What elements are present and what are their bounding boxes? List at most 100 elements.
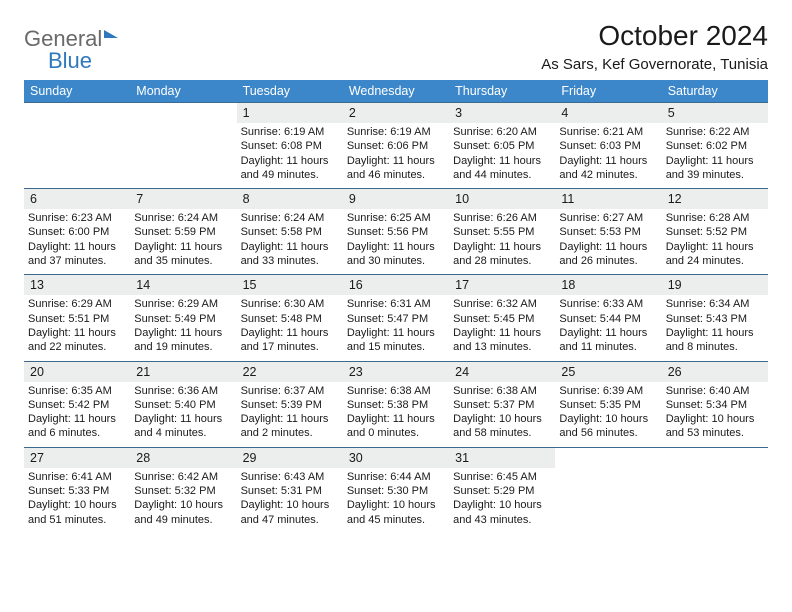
sunrise-line: Sunrise: 6:31 AM [347,297,445,311]
sunset-line: Sunset: 5:59 PM [134,225,232,239]
sunset-line: Sunset: 5:52 PM [666,225,764,239]
sunset-line: Sunset: 5:47 PM [347,312,445,326]
sunrise-line: Sunrise: 6:33 AM [559,297,657,311]
sunset-line: Sunset: 5:29 PM [453,484,551,498]
daylight-line: Daylight: 11 hours and 42 minutes. [559,154,657,183]
sunrise-line: Sunrise: 6:27 AM [559,211,657,225]
day-body-cell: Sunrise: 6:24 AMSunset: 5:58 PMDaylight:… [237,209,343,275]
daylight-line: Daylight: 11 hours and 35 minutes. [134,240,232,269]
day-body-cell: Sunrise: 6:37 AMSunset: 5:39 PMDaylight:… [237,382,343,448]
sunrise-line: Sunrise: 6:35 AM [28,384,126,398]
sunset-line: Sunset: 5:51 PM [28,312,126,326]
location-subtitle: As Sars, Kef Governorate, Tunisia [541,56,768,73]
day-number-cell: 4 [555,103,661,124]
sunrise-line: Sunrise: 6:44 AM [347,470,445,484]
day-body-cell: Sunrise: 6:45 AMSunset: 5:29 PMDaylight:… [449,468,555,533]
sunset-line: Sunset: 5:43 PM [666,312,764,326]
day-number-cell: 8 [237,189,343,210]
day-body-cell: Sunrise: 6:29 AMSunset: 5:51 PMDaylight:… [24,295,130,361]
day-number-cell: 12 [662,189,768,210]
daylight-line: Daylight: 11 hours and 39 minutes. [666,154,764,183]
day-number-cell: 23 [343,361,449,382]
title-block: October 2024 As Sars, Kef Governorate, T… [541,20,768,73]
sunrise-line: Sunrise: 6:42 AM [134,470,232,484]
sunset-line: Sunset: 5:40 PM [134,398,232,412]
day-body-cell: Sunrise: 6:19 AMSunset: 6:08 PMDaylight:… [237,123,343,189]
sunrise-line: Sunrise: 6:19 AM [241,125,339,139]
day-number-cell: 28 [130,447,236,468]
day-body-cell [24,123,130,189]
daybody-row: Sunrise: 6:29 AMSunset: 5:51 PMDaylight:… [24,295,768,361]
sunset-line: Sunset: 6:02 PM [666,139,764,153]
day-body-cell: Sunrise: 6:39 AMSunset: 5:35 PMDaylight:… [555,382,661,448]
day-number-cell: 30 [343,447,449,468]
sunset-line: Sunset: 5:32 PM [134,484,232,498]
day-body-cell: Sunrise: 6:19 AMSunset: 6:06 PMDaylight:… [343,123,449,189]
daylight-line: Daylight: 10 hours and 51 minutes. [28,498,126,527]
daylight-line: Daylight: 11 hours and 30 minutes. [347,240,445,269]
daynum-row: 2728293031 [24,447,768,468]
day-body-cell: Sunrise: 6:25 AMSunset: 5:56 PMDaylight:… [343,209,449,275]
daylight-line: Daylight: 10 hours and 45 minutes. [347,498,445,527]
daynum-row: 20212223242526 [24,361,768,382]
day-number-cell: 31 [449,447,555,468]
daylight-line: Daylight: 11 hours and 6 minutes. [28,412,126,441]
daylight-line: Daylight: 11 hours and 44 minutes. [453,154,551,183]
day-body-cell: Sunrise: 6:38 AMSunset: 5:37 PMDaylight:… [449,382,555,448]
daylight-line: Daylight: 11 hours and 26 minutes. [559,240,657,269]
sunrise-line: Sunrise: 6:29 AM [28,297,126,311]
sunset-line: Sunset: 5:42 PM [28,398,126,412]
day-number-cell: 10 [449,189,555,210]
day-body-cell: Sunrise: 6:35 AMSunset: 5:42 PMDaylight:… [24,382,130,448]
sunset-line: Sunset: 5:45 PM [453,312,551,326]
daylight-line: Daylight: 11 hours and 2 minutes. [241,412,339,441]
day-number-cell: 2 [343,103,449,124]
day-body-cell: Sunrise: 6:29 AMSunset: 5:49 PMDaylight:… [130,295,236,361]
sunrise-line: Sunrise: 6:26 AM [453,211,551,225]
day-number-cell: 11 [555,189,661,210]
day-number-cell: 27 [24,447,130,468]
day-body-cell: Sunrise: 6:44 AMSunset: 5:30 PMDaylight:… [343,468,449,533]
daylight-line: Daylight: 11 hours and 17 minutes. [241,326,339,355]
weekday-header: Tuesday [237,80,343,103]
calendar-table: SundayMondayTuesdayWednesdayThursdayFrid… [24,80,768,533]
day-body-cell: Sunrise: 6:23 AMSunset: 6:00 PMDaylight:… [24,209,130,275]
day-body-cell: Sunrise: 6:32 AMSunset: 5:45 PMDaylight:… [449,295,555,361]
weekday-header: Wednesday [343,80,449,103]
sunrise-line: Sunrise: 6:21 AM [559,125,657,139]
day-number-cell: 9 [343,189,449,210]
sunset-line: Sunset: 5:49 PM [134,312,232,326]
sunrise-line: Sunrise: 6:38 AM [453,384,551,398]
sunset-line: Sunset: 5:30 PM [347,484,445,498]
daylight-line: Daylight: 11 hours and 8 minutes. [666,326,764,355]
daylight-line: Daylight: 10 hours and 53 minutes. [666,412,764,441]
day-number-cell: 7 [130,189,236,210]
day-body-cell: Sunrise: 6:28 AMSunset: 5:52 PMDaylight:… [662,209,768,275]
day-body-cell: Sunrise: 6:31 AMSunset: 5:47 PMDaylight:… [343,295,449,361]
day-number-cell: 20 [24,361,130,382]
logo-arrow-icon [104,30,118,38]
day-body-cell [662,468,768,533]
sunrise-line: Sunrise: 6:34 AM [666,297,764,311]
day-number-cell: 13 [24,275,130,296]
logo: General Blue [24,20,118,74]
sunrise-line: Sunrise: 6:24 AM [241,211,339,225]
daylight-line: Daylight: 11 hours and 22 minutes. [28,326,126,355]
day-body-cell [130,123,236,189]
day-number-cell [662,447,768,468]
sunset-line: Sunset: 5:53 PM [559,225,657,239]
day-number-cell [24,103,130,124]
day-body-cell: Sunrise: 6:41 AMSunset: 5:33 PMDaylight:… [24,468,130,533]
daynum-row: 13141516171819 [24,275,768,296]
weekday-header: Saturday [662,80,768,103]
day-body-cell: Sunrise: 6:38 AMSunset: 5:38 PMDaylight:… [343,382,449,448]
daylight-line: Daylight: 11 hours and 33 minutes. [241,240,339,269]
sunset-line: Sunset: 6:00 PM [28,225,126,239]
sunrise-line: Sunrise: 6:20 AM [453,125,551,139]
day-number-cell: 14 [130,275,236,296]
daylight-line: Daylight: 10 hours and 56 minutes. [559,412,657,441]
day-number-cell: 5 [662,103,768,124]
sunset-line: Sunset: 5:56 PM [347,225,445,239]
day-body-cell: Sunrise: 6:22 AMSunset: 6:02 PMDaylight:… [662,123,768,189]
weekday-header: Thursday [449,80,555,103]
